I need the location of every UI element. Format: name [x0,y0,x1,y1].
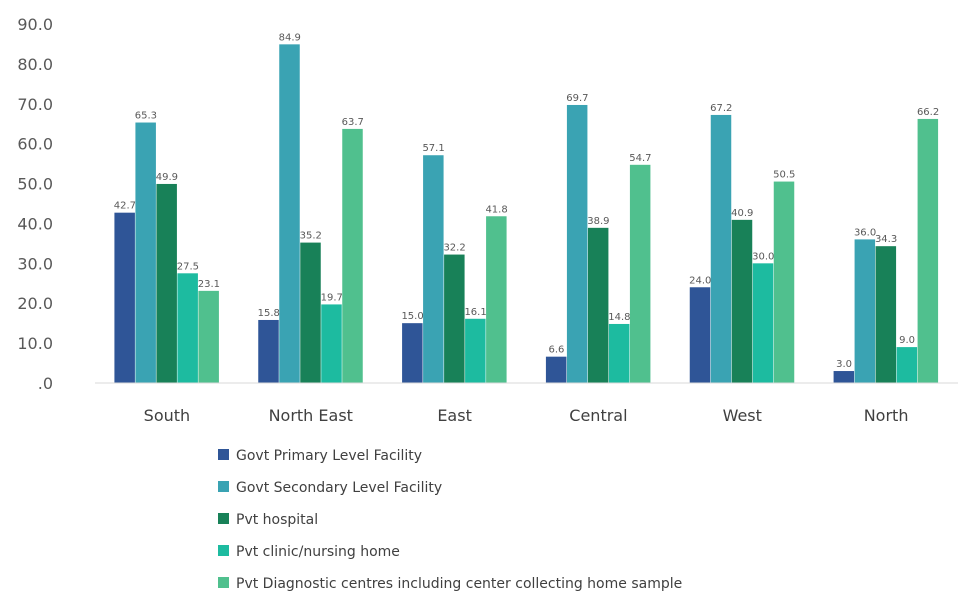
data-label: 35.2 [300,231,322,242]
bar [629,164,651,383]
data-label: 38.9 [587,216,609,227]
bar [321,304,342,383]
data-label: 50.5 [773,170,795,181]
legend-swatch [218,513,229,524]
data-label: 42.7 [114,201,136,212]
legend-label: Pvt hospital [236,512,318,528]
data-label: 15.0 [401,311,423,322]
bar [773,181,795,383]
data-label: 6.6 [548,345,564,356]
data-label: 34.3 [875,234,897,245]
data-label: 19.7 [321,292,343,303]
bar [875,246,897,383]
bar [177,273,198,383]
data-label: 69.7 [566,93,588,104]
bar [156,183,177,383]
bar [896,347,918,383]
legend-swatch [218,481,229,492]
x-category-label: South [144,406,191,425]
bar [587,227,609,383]
bar [444,254,465,383]
data-label: 57.1 [422,143,444,154]
x-category-label: East [437,406,472,425]
y-tick-label: 20.0 [17,294,53,313]
bar [135,122,156,383]
data-label: 40.9 [731,208,753,219]
legend: Govt Primary Level Facility Govt Secondar… [218,448,682,592]
legend-swatch [218,545,229,556]
legend-swatch [218,577,229,588]
data-label: 27.5 [177,261,199,272]
y-tick-label: 90.0 [17,15,53,34]
y-tick-label: 40.0 [17,214,53,233]
bar [752,263,774,383]
data-label: 67.2 [710,103,732,114]
data-label: 16.1 [464,307,486,318]
data-label: 84.9 [279,32,301,43]
x-axis: South North East East Central West North [95,382,958,425]
data-label: 9.0 [899,335,915,346]
bar [545,356,567,383]
bar [258,319,279,383]
bar [608,323,630,383]
bars [114,44,939,384]
bar [689,287,711,383]
data-label: 23.1 [198,279,220,290]
bar [917,118,939,384]
x-category-label: North East [269,406,353,425]
bar [114,212,135,383]
data-label: 66.2 [917,107,939,118]
bar [833,371,855,383]
legend-swatch [218,449,229,460]
data-label: 65.3 [135,111,157,122]
data-label: 15.8 [258,308,280,319]
y-tick-label: 80.0 [17,55,53,74]
bar [566,104,588,384]
data-label: 54.7 [629,153,651,164]
bar [423,155,444,383]
bar [465,318,486,383]
data-label: 24.0 [689,275,711,286]
y-tick-label: 30.0 [17,254,53,273]
data-label: 32.2 [443,243,465,254]
data-label: 3.0 [836,359,852,370]
data-labels: 42.7 65.3 49.9 27.5 23.1 15.8 84.9 35.2 19.7 63.7… [114,32,939,370]
legend-label: Pvt clinic/nursing home [236,544,400,560]
y-axis: .0 10.0 20.0 30.0 40.0 50.0 60.0 70.0 80.0 90.0 [17,15,53,393]
x-category-label: Central [569,406,627,425]
bar [402,323,423,383]
bar [710,114,732,384]
bar [279,44,300,384]
bar [854,239,876,383]
data-label: 63.7 [342,117,364,128]
legend-label: Pvt Diagnostic centres including center … [236,576,682,592]
y-tick-label: 50.0 [17,175,53,194]
bar [198,290,219,383]
data-label: 36.0 [854,227,876,238]
y-tick-label: .0 [38,374,53,393]
x-category-label: West [723,406,762,425]
x-category-label: North [864,406,909,425]
data-label: 30.0 [752,251,774,262]
data-label: 14.8 [608,312,630,323]
legend-label: Govt Secondary Level Facility [236,480,442,496]
bar [300,242,321,383]
y-tick-label: 60.0 [17,135,53,154]
data-label: 49.9 [156,172,178,183]
y-tick-label: 70.0 [17,95,53,114]
data-label: 41.8 [485,204,507,215]
legend-label: Govt Primary Level Facility [236,448,422,464]
bar [486,216,507,383]
bar [342,128,363,383]
bar [731,219,753,383]
y-tick-label: 10.0 [17,334,53,353]
